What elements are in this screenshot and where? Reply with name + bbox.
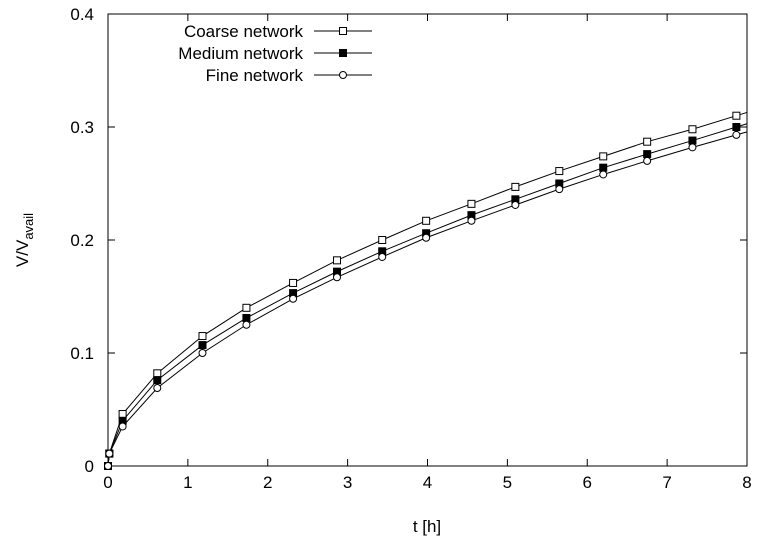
data-point (688, 125, 697, 134)
data-point (422, 233, 431, 242)
data-point (643, 150, 652, 159)
data-point (599, 170, 608, 179)
x-tick-label: 8 (742, 473, 751, 492)
x-tick-label: 1 (183, 473, 192, 492)
data-point (555, 185, 564, 194)
data-point (555, 167, 564, 176)
y-axis-label: V/Vavail (13, 213, 36, 267)
x-tick-label: 3 (343, 473, 352, 492)
data-point (104, 462, 112, 470)
data-point (153, 376, 162, 385)
data-point (333, 256, 342, 265)
y-tick-label: 0.4 (70, 5, 94, 24)
axis-ticks (107, 13, 748, 467)
series-layer (104, 111, 748, 470)
data-point (732, 130, 741, 139)
y-tick-label: 0.1 (70, 344, 94, 363)
x-tick-label: 7 (662, 473, 671, 492)
y-tick-label: 0.3 (70, 118, 94, 137)
data-point (198, 349, 207, 357)
series-line (107, 131, 748, 467)
data-point (105, 449, 114, 458)
series-line (107, 111, 748, 467)
series-2 (104, 130, 748, 470)
data-point (153, 369, 162, 378)
legend-label: Fine network (206, 66, 304, 85)
data-point (242, 320, 251, 329)
data-point (511, 200, 520, 209)
data-point (242, 313, 251, 322)
legend-marker (339, 27, 347, 35)
data-point (118, 422, 127, 431)
data-point (467, 199, 476, 208)
x-tick-label: 6 (583, 473, 592, 492)
x-tick-label: 0 (103, 473, 112, 492)
data-point (289, 278, 298, 287)
data-point (643, 156, 652, 165)
data-point (198, 341, 207, 350)
legend-label: Medium network (178, 44, 303, 63)
data-point (378, 252, 387, 261)
x-tick-label: 5 (503, 473, 512, 492)
x-tick-label: 4 (423, 473, 432, 492)
data-point (599, 163, 608, 172)
data-point (289, 294, 298, 303)
legend: Coarse network Medium network Fine network (178, 22, 372, 85)
y-tick-label: 0 (85, 457, 94, 476)
data-point (153, 384, 162, 393)
x-tick-label: 2 (263, 473, 272, 492)
data-point (118, 410, 127, 419)
data-point (732, 111, 741, 120)
series-line (107, 123, 748, 467)
legend-marker (339, 71, 347, 79)
x-axis-label: t [h] (413, 517, 441, 536)
series-0 (104, 111, 748, 470)
data-point (198, 332, 207, 341)
data-point (732, 123, 741, 131)
y-tick-label: 0.2 (70, 231, 94, 250)
data-point (378, 236, 387, 244)
y-axis-label-subscript: avail (21, 213, 36, 240)
series-1 (104, 123, 748, 470)
data-point (511, 182, 520, 191)
data-point (643, 137, 652, 146)
legend-label: Coarse network (184, 22, 304, 41)
data-point (688, 143, 697, 152)
data-point (467, 216, 476, 225)
data-point (599, 152, 608, 161)
legend-marker (339, 49, 347, 57)
axis-tick-labels: 0 1 2 3 4 5 6 7 8 0 0.1 0.2 0.3 0.4 (70, 5, 751, 492)
data-point (333, 273, 342, 282)
data-point (688, 136, 697, 145)
y-axis-label-main: V/V (13, 239, 32, 267)
data-point (242, 303, 251, 312)
data-point (422, 216, 431, 225)
